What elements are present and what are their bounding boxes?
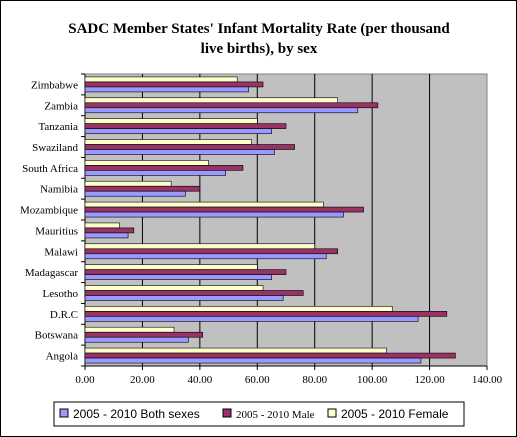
legend-label: 2005 - 2010 Male	[236, 409, 315, 421]
bar	[84, 331, 204, 338]
bar	[84, 97, 338, 104]
x-tick-label: 60.00	[245, 374, 270, 386]
x-tick-label: 120.00	[414, 374, 445, 386]
legend-swatch	[59, 408, 69, 418]
bar	[84, 227, 135, 234]
bar	[84, 201, 324, 208]
category-label: Mozambique	[20, 205, 78, 217]
bar	[84, 285, 264, 291]
bar	[84, 311, 448, 317]
category-label: Mauritius	[35, 225, 78, 237]
category-label: Lesotho	[43, 288, 79, 300]
bar	[84, 149, 275, 155]
bar	[84, 290, 304, 296]
chart-title-line-1: SADC Member States' Infant Mortality Rat…	[68, 21, 450, 37]
category-label: Zambia	[44, 100, 78, 112]
bar	[84, 248, 338, 255]
bar	[84, 123, 287, 129]
x-tick-label: 140.00	[472, 374, 503, 386]
bar	[84, 347, 387, 354]
legend: 2005 - 2010 Both sexes 2005 - 2010 Male 20…	[53, 401, 465, 427]
bar	[84, 102, 379, 109]
bar	[84, 269, 287, 275]
bar	[84, 243, 316, 250]
bar	[84, 295, 284, 301]
bar	[84, 274, 272, 280]
category-label: Angola	[46, 351, 79, 363]
plot-area: 0.00 20.00 40.00 60.00 80.00 100.00 120.00 140.…	[20, 73, 503, 386]
bar	[84, 128, 272, 134]
bar	[84, 326, 175, 333]
bar	[84, 264, 258, 270]
bar	[84, 185, 201, 192]
bar	[84, 86, 249, 93]
x-tick-label: 80.00	[302, 374, 327, 386]
x-tick-label: 40.00	[187, 374, 212, 386]
bar	[84, 222, 120, 229]
category-label: South Africa	[22, 163, 78, 175]
bar	[84, 352, 456, 359]
legend-label: 2005 - 2010 Both sexes	[73, 407, 200, 421]
bar	[84, 253, 327, 260]
x-tick-label: 100.00	[357, 374, 388, 386]
bar	[84, 336, 189, 343]
category-label: D.R.C	[50, 309, 78, 321]
legend-swatch	[327, 408, 337, 418]
category-label: Madagascar	[25, 267, 78, 279]
bar	[84, 190, 186, 197]
bar	[84, 206, 364, 213]
bar	[84, 232, 129, 239]
bar	[84, 306, 393, 312]
legend-swatch	[222, 408, 232, 418]
bar	[84, 180, 172, 187]
bar	[84, 165, 244, 171]
bar	[84, 211, 344, 218]
category-label: Tanzania	[38, 121, 78, 133]
plot-background	[84, 73, 488, 367]
chart-title-line-2: live births), by sex	[201, 41, 318, 57]
bar	[84, 81, 264, 88]
bar	[84, 144, 295, 150]
legend-label: 2005 - 2010 Female	[341, 407, 449, 421]
bar	[84, 118, 258, 124]
x-tick-label: 0.00	[75, 374, 95, 386]
category-label: Zimbabwe	[31, 79, 78, 91]
category-label: Swaziland	[32, 142, 78, 154]
bar	[84, 76, 238, 83]
bar	[84, 160, 209, 166]
category-label: Namibia	[40, 184, 78, 196]
bar	[84, 316, 419, 322]
bar	[84, 139, 252, 145]
category-label: Botswana	[35, 330, 79, 342]
bar	[84, 170, 226, 176]
category-label: Malawi	[44, 246, 78, 258]
bar	[84, 357, 422, 364]
legend-box	[53, 401, 465, 427]
bar	[84, 107, 359, 114]
x-tick-label: 20.00	[130, 374, 155, 386]
